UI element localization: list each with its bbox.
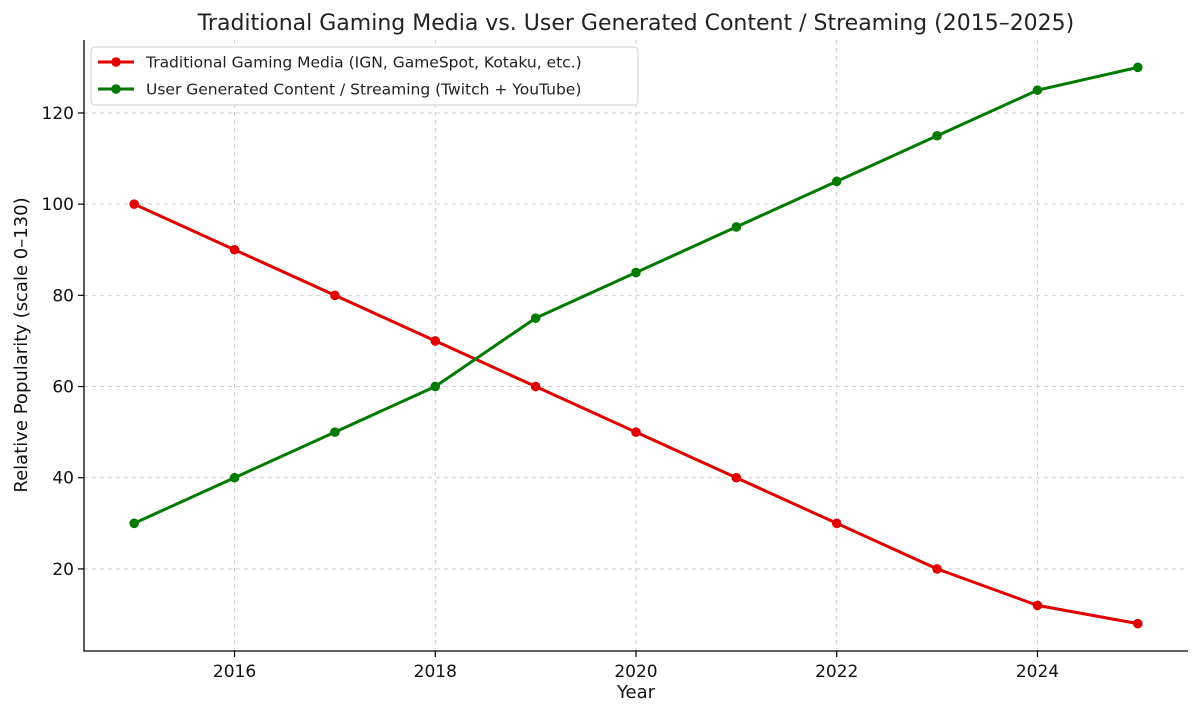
x-tick-label: 2016 [213, 662, 256, 682]
legend-label-2: User Generated Content / Streaming (Twit… [146, 81, 581, 99]
y-axis-label: Relative Popularity (scale 0–130) [11, 197, 32, 492]
series-1-point [831, 518, 842, 529]
y-tick-label: 100 [42, 195, 74, 215]
y-tick-label: 20 [52, 560, 74, 580]
x-axis-label: Year [616, 682, 656, 703]
series-2-point [229, 472, 240, 483]
legend-label-1: Traditional Gaming Media (IGN, GameSpot,… [145, 54, 582, 72]
series-2-point [330, 427, 340, 437]
legend-marker-2 [111, 84, 121, 94]
series-2-point [129, 518, 139, 529]
series-1-point [631, 427, 641, 437]
legend-box [90, 46, 639, 106]
series-2-point [932, 130, 942, 141]
y-tick-label: 60 [52, 378, 74, 398]
series-2-point [1133, 62, 1143, 73]
series-1-point [430, 336, 441, 346]
series-1-point [1032, 600, 1043, 611]
series-1-point [330, 290, 340, 301]
series-1-point [731, 472, 742, 483]
chart-title: Traditional Gaming Media vs. User Genera… [197, 11, 1075, 36]
x-tick-label: 2018 [414, 662, 457, 682]
series-2-point [631, 267, 641, 278]
x-tick-label: 2024 [1016, 662, 1059, 682]
series-1-point [229, 244, 240, 255]
y-tick-label: 120 [42, 104, 74, 124]
series-1-point [932, 564, 942, 574]
x-tick-label: 2020 [614, 662, 657, 682]
series-2-point [831, 176, 842, 187]
grid-lines [84, 40, 1188, 651]
y-tick-label: 80 [52, 286, 74, 306]
series-1-point [530, 381, 541, 392]
series-2-point [530, 313, 541, 323]
series-1-point [129, 199, 139, 209]
series-1-point [1133, 618, 1143, 629]
series-group [129, 62, 1143, 629]
axis-ticks: 2016 2018 2020 2022 2024 20 40 60 80 100 120 [42, 104, 1060, 682]
x-tick-label: 2022 [815, 662, 858, 682]
series-2-point [731, 222, 742, 232]
legend: Traditional Gaming Media (IGN, GameSpot,… [90, 46, 639, 106]
y-tick-label: 40 [52, 469, 74, 489]
series-2-point [430, 381, 441, 392]
axes-spines [83, 40, 1188, 652]
legend-marker-1 [111, 57, 121, 67]
series-2-point [1032, 85, 1043, 95]
